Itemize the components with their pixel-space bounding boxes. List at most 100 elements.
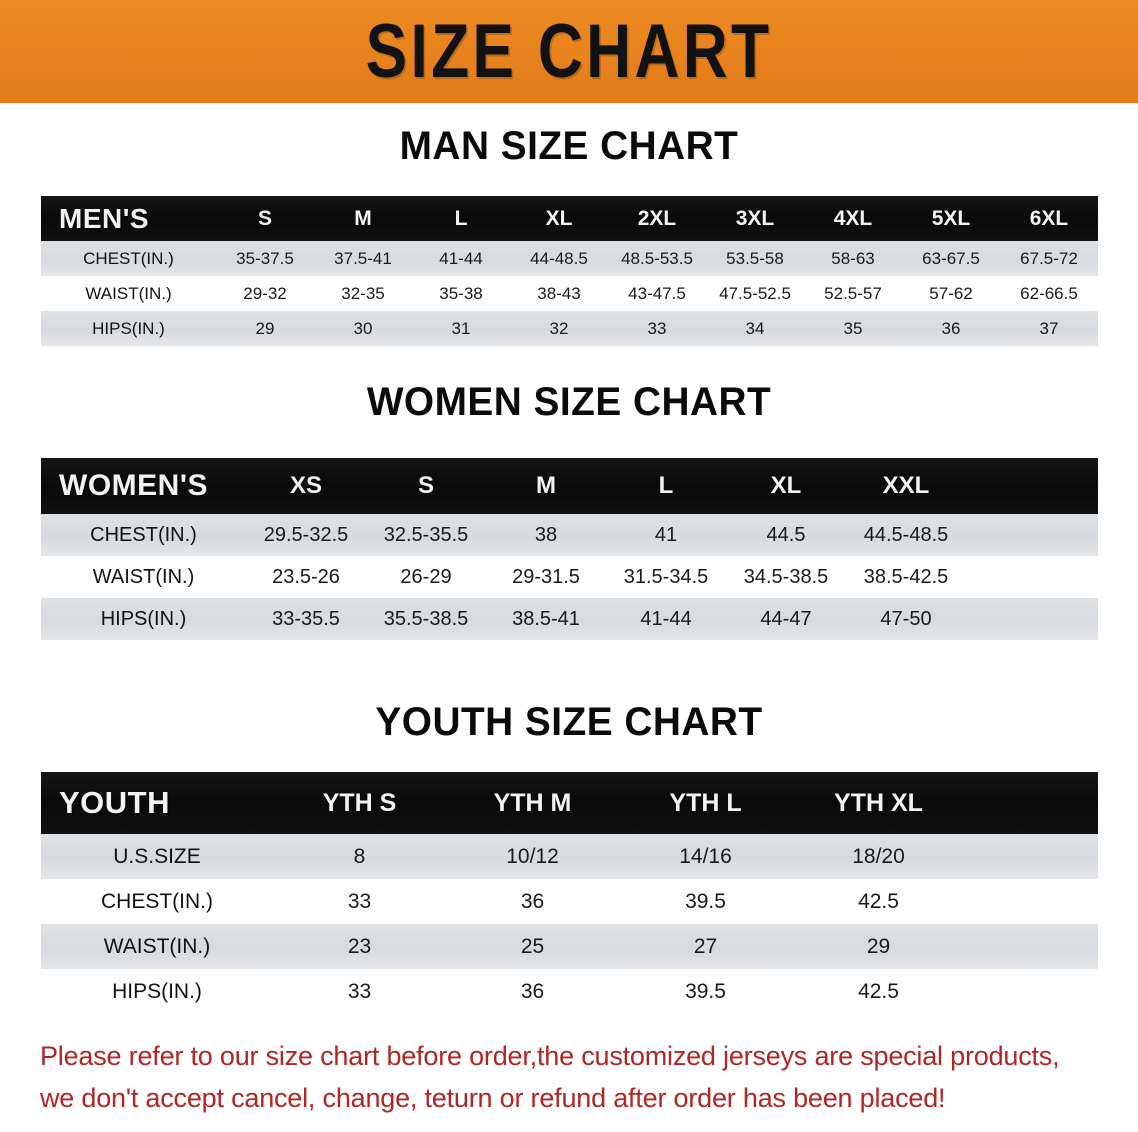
- women-waist-xxl: 38.5-42.5: [863, 565, 949, 588]
- table-row: WAIST(IN.) 23 25 27 29: [41, 924, 1098, 969]
- section-title-women: WOMEN SIZE CHART: [366, 380, 772, 424]
- women-label-header: WOMEN'S: [59, 469, 208, 502]
- men-chest-3xl: 53.5-58: [726, 248, 784, 268]
- footer-line-2: we don't accept cancel, change, teturn o…: [40, 1082, 946, 1113]
- men-hips-m: 30: [353, 318, 373, 338]
- women-hips-xl: 44-47: [760, 607, 812, 630]
- men-row-label-chest: CHEST(IN.): [83, 248, 174, 268]
- men-waist-l: 35-38: [439, 283, 483, 303]
- table-row: CHEST(IN.) 35-37.5 37.5-41 41-44 44-48.5…: [41, 241, 1098, 276]
- youth-hips-xl: 42.5: [858, 979, 899, 1003]
- men-size-header-5xl: 5XL: [931, 206, 971, 230]
- women-size-header-xs: XS: [289, 472, 322, 499]
- men-waist-xl: 38-43: [537, 283, 581, 303]
- men-size-header-6xl: 6XL: [1029, 206, 1069, 230]
- youth-ussize-s: 8: [353, 844, 366, 868]
- women-row-label-chest: CHEST(IN.): [90, 523, 197, 546]
- women-size-header-m: M: [536, 472, 556, 499]
- men-chest-m: 37.5-41: [334, 248, 392, 268]
- women-chest-xs: 29.5-32.5: [263, 523, 349, 546]
- table-row: WAIST(IN.) 23.5-26 26-29 29-31.5 31.5-34…: [41, 556, 1098, 598]
- youth-waist-xl: 29: [866, 934, 891, 958]
- page-banner: SIZE CHART: [0, 0, 1138, 103]
- women-waist-m: 29-31.5: [512, 565, 580, 588]
- women-waist-l: 31.5-34.5: [623, 565, 709, 588]
- men-chest-s: 35-37.5: [236, 248, 294, 268]
- men-hips-l: 31: [451, 318, 471, 338]
- men-waist-m: 32-35: [341, 283, 385, 303]
- men-hips-3xl: 34: [745, 318, 765, 338]
- women-row-label-waist: WAIST(IN.): [92, 565, 195, 588]
- table-row: HIPS(IN.) 33 36 39.5 42.5: [41, 969, 1098, 1014]
- men-hips-s: 29: [255, 318, 275, 338]
- footer-line-1: Please refer to our size chart before or…: [40, 1041, 1060, 1071]
- men-label-header: MEN'S: [59, 202, 150, 234]
- men-size-header-4xl: 4XL: [833, 206, 873, 230]
- men-row-label-waist: WAIST(IN.): [85, 283, 172, 303]
- women-hips-m: 38.5-41: [512, 607, 580, 630]
- page-title: SIZE CHART: [365, 8, 773, 94]
- women-size-table: WOMEN'S XS S M L XL XXL CHEST(IN.) 29.5-…: [41, 458, 1098, 640]
- women-hips-l: 41-44: [640, 607, 692, 630]
- women-chest-xxl: 44.5-48.5: [863, 523, 949, 546]
- women-size-header-xl: XL: [770, 472, 802, 499]
- table-row: CHEST(IN.) 33 36 39.5 42.5: [41, 879, 1098, 924]
- youth-size-header-xl: YTH XL: [834, 788, 923, 817]
- men-chest-4xl: 58-63: [831, 248, 875, 268]
- men-row-label-hips: HIPS(IN.): [92, 318, 165, 338]
- table-row: HIPS(IN.) 29 30 31 32 33 34 35 36 37: [41, 311, 1098, 346]
- youth-size-header-l: YTH L: [669, 788, 742, 817]
- table-row: HIPS(IN.) 33-35.5 35.5-38.5 38.5-41 41-4…: [41, 598, 1098, 640]
- section-title-youth: YOUTH SIZE CHART: [375, 700, 763, 744]
- table-row: U.S.SIZE 8 10/12 14/16 18/20: [41, 834, 1098, 879]
- women-hips-xxl: 47-50: [880, 607, 932, 630]
- youth-size-header-m: YTH M: [493, 788, 572, 817]
- footer-disclaimer: Please refer to our size chart before or…: [40, 1036, 1100, 1120]
- youth-label-header: YOUTH: [59, 785, 170, 820]
- youth-row-label-waist: WAIST(IN.): [103, 934, 211, 958]
- youth-hips-l: 39.5: [685, 979, 726, 1003]
- women-chest-s: 32.5-35.5: [383, 523, 469, 546]
- youth-size-header-s: YTH S: [322, 788, 397, 817]
- youth-ussize-xl: 18/20: [852, 844, 905, 868]
- youth-size-table: YOUTH YTH S YTH M YTH L YTH XL U.S.SIZE …: [41, 772, 1098, 1014]
- men-chest-xl: 44-48.5: [530, 248, 588, 268]
- youth-table-header-row: YOUTH YTH S YTH M YTH L YTH XL: [41, 772, 1098, 834]
- youth-hips-m: 36: [520, 979, 545, 1003]
- women-size-header-xxl: XXL: [882, 472, 930, 499]
- men-size-table: MEN'S S M L XL 2XL 3XL 4XL 5XL 6XL CHEST…: [41, 196, 1098, 346]
- women-size-header-s: S: [417, 472, 434, 499]
- men-waist-2xl: 43-47.5: [628, 283, 686, 303]
- table-row: CHEST(IN.) 29.5-32.5 32.5-35.5 38 41 44.…: [41, 514, 1098, 556]
- youth-chest-m: 36: [520, 889, 545, 913]
- youth-row-label-hips: HIPS(IN.): [112, 979, 202, 1003]
- women-waist-xl: 34.5-38.5: [743, 565, 829, 588]
- youth-ussize-m: 10/12: [506, 844, 559, 868]
- section-title-man: MAN SIZE CHART: [399, 124, 739, 168]
- women-chest-l: 41: [654, 523, 678, 546]
- men-hips-5xl: 36: [941, 318, 961, 338]
- youth-waist-l: 27: [693, 934, 718, 958]
- men-waist-s: 29-32: [243, 283, 287, 303]
- youth-waist-s: 23: [347, 934, 372, 958]
- men-size-header-m: M: [354, 206, 372, 230]
- men-waist-3xl: 47.5-52.5: [719, 283, 791, 303]
- youth-hips-s: 33: [347, 979, 372, 1003]
- men-size-header-s: S: [257, 206, 272, 230]
- women-waist-s: 26-29: [400, 565, 452, 588]
- women-waist-xs: 23.5-26: [272, 565, 340, 588]
- youth-ussize-l: 14/16: [679, 844, 732, 868]
- men-waist-4xl: 52.5-57: [824, 283, 882, 303]
- men-chest-2xl: 48.5-53.5: [621, 248, 693, 268]
- women-hips-xs: 33-35.5: [272, 607, 340, 630]
- youth-chest-l: 39.5: [685, 889, 726, 913]
- women-table-header-row: WOMEN'S XS S M L XL XXL: [41, 458, 1098, 514]
- women-hips-s: 35.5-38.5: [383, 607, 469, 630]
- youth-waist-m: 25: [520, 934, 545, 958]
- men-chest-6xl: 67.5-72: [1020, 248, 1078, 268]
- men-size-header-3xl: 3XL: [735, 206, 775, 230]
- youth-row-label-us-size: U.S.SIZE: [113, 844, 201, 868]
- men-waist-5xl: 57-62: [929, 283, 973, 303]
- men-table-header-row: MEN'S S M L XL 2XL 3XL 4XL 5XL 6XL: [41, 196, 1098, 241]
